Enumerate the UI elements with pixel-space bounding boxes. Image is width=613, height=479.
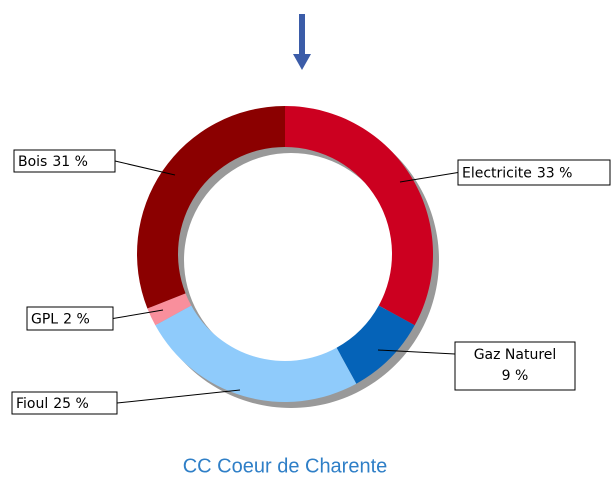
data-label: Gaz Naturel 9 % (474, 347, 557, 384)
chart-subtitle: CC Coeur de Charente (183, 455, 388, 477)
leader-line (399, 172, 459, 183)
leader-line (112, 309, 164, 319)
label-text: GPL 2 % (31, 312, 90, 328)
category-label: Electricite (462, 166, 532, 182)
label-text: Fioul 25 % (16, 396, 89, 412)
leader-line (377, 349, 456, 355)
data-label: Bois 31 % (18, 154, 88, 170)
leader-line (116, 389, 241, 404)
value-label: 25 % (53, 396, 89, 412)
label-box (457, 159, 611, 186)
wedge (147, 293, 192, 326)
wedge (336, 305, 415, 384)
category-label: Bois (18, 154, 47, 170)
arrow (293, 14, 311, 70)
category-label: Fioul (16, 396, 48, 412)
value-label: 33 % (537, 166, 573, 182)
data-label: GPL 2 % (31, 312, 90, 328)
label-box (26, 306, 114, 331)
value-label: 2 % (63, 312, 90, 328)
value-label: 9 % (502, 368, 529, 384)
label-box (454, 341, 576, 391)
data-label: Fioul 25 % (16, 396, 89, 412)
wedge (136, 106, 285, 309)
label-text: Bois 31 % (18, 154, 88, 170)
leader-line (114, 160, 176, 176)
wedge (285, 106, 434, 326)
value-label: 31 % (52, 154, 88, 170)
category-label: Gaz Naturel (474, 347, 557, 363)
label-box (11, 391, 118, 415)
wedge (155, 305, 357, 402)
category-label: GPL (31, 312, 58, 328)
label-box (13, 149, 116, 173)
data-label: Electricite 33 % (462, 166, 572, 182)
label-text: Electricite 33 % (462, 166, 572, 182)
